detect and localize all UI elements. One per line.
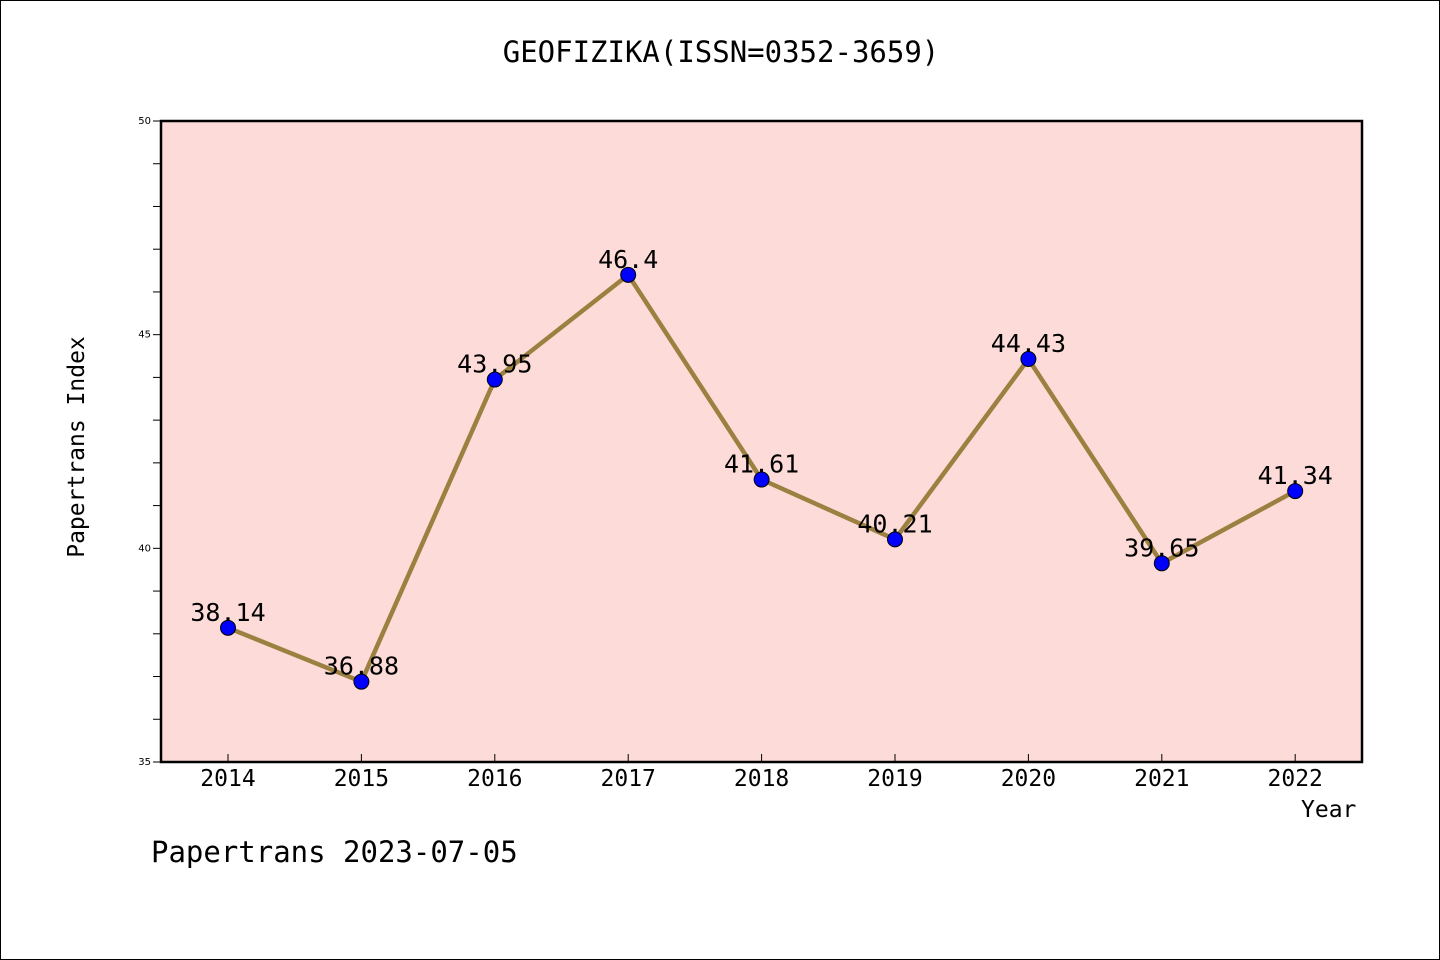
- data-label: 38.14: [190, 598, 265, 627]
- footer-note: Papertrans 2023-07-05: [151, 835, 518, 869]
- y-tick-label: 45: [138, 330, 151, 341]
- data-label: 36.88: [324, 652, 399, 681]
- y-axis-ticks: 35 40 45 50: [138, 116, 161, 768]
- data-label: 40.21: [857, 509, 932, 538]
- x-tick-label: 2022: [1268, 766, 1323, 792]
- x-tick-label: 2019: [867, 766, 922, 792]
- data-point: [1287, 483, 1304, 500]
- data-point: [353, 673, 370, 690]
- data-point: [887, 531, 903, 548]
- data-point: [1153, 555, 1170, 572]
- chart-title: GEOFIZIKA(ISSN=0352-3659): [502, 35, 940, 69]
- plot-area: [159, 119, 1364, 764]
- x-axis-title: Year: [1301, 797, 1357, 823]
- y-tick-label: 40: [138, 543, 151, 554]
- data-label: 44.43: [991, 329, 1066, 358]
- data-point: [753, 471, 770, 488]
- x-tick-label: 2015: [334, 766, 389, 792]
- y-tick-label: 35: [138, 757, 151, 768]
- x-tick-label: 2016: [467, 766, 522, 792]
- x-tick-label: 2021: [1134, 766, 1189, 792]
- data-point: [486, 371, 503, 388]
- y-axis-title: Papertrans Index: [64, 336, 90, 558]
- data-label: 41.34: [1258, 461, 1333, 490]
- data-label: 41.61: [724, 450, 799, 479]
- x-tick-label: 2014: [200, 766, 255, 792]
- series-group: 38.14 36.88 43.95 46.4 41.61 40.21 44.43 39.65 4…: [190, 245, 1333, 690]
- data-label: 39.65: [1124, 533, 1199, 562]
- x-tick-label: 2020: [1001, 766, 1056, 792]
- data-point: [220, 619, 236, 636]
- data-label: 46.4: [598, 245, 658, 274]
- data-point: [620, 266, 637, 283]
- data-label: 43.95: [457, 350, 532, 379]
- x-axis-ticks: 2014 2015 2016 2017 2018 2019 2020 2021 2022: [200, 754, 1323, 792]
- x-tick-label: 2017: [601, 766, 656, 792]
- y-tick-label: 50: [138, 116, 151, 127]
- data-point: [1020, 351, 1037, 368]
- x-tick-label: 2018: [734, 766, 789, 792]
